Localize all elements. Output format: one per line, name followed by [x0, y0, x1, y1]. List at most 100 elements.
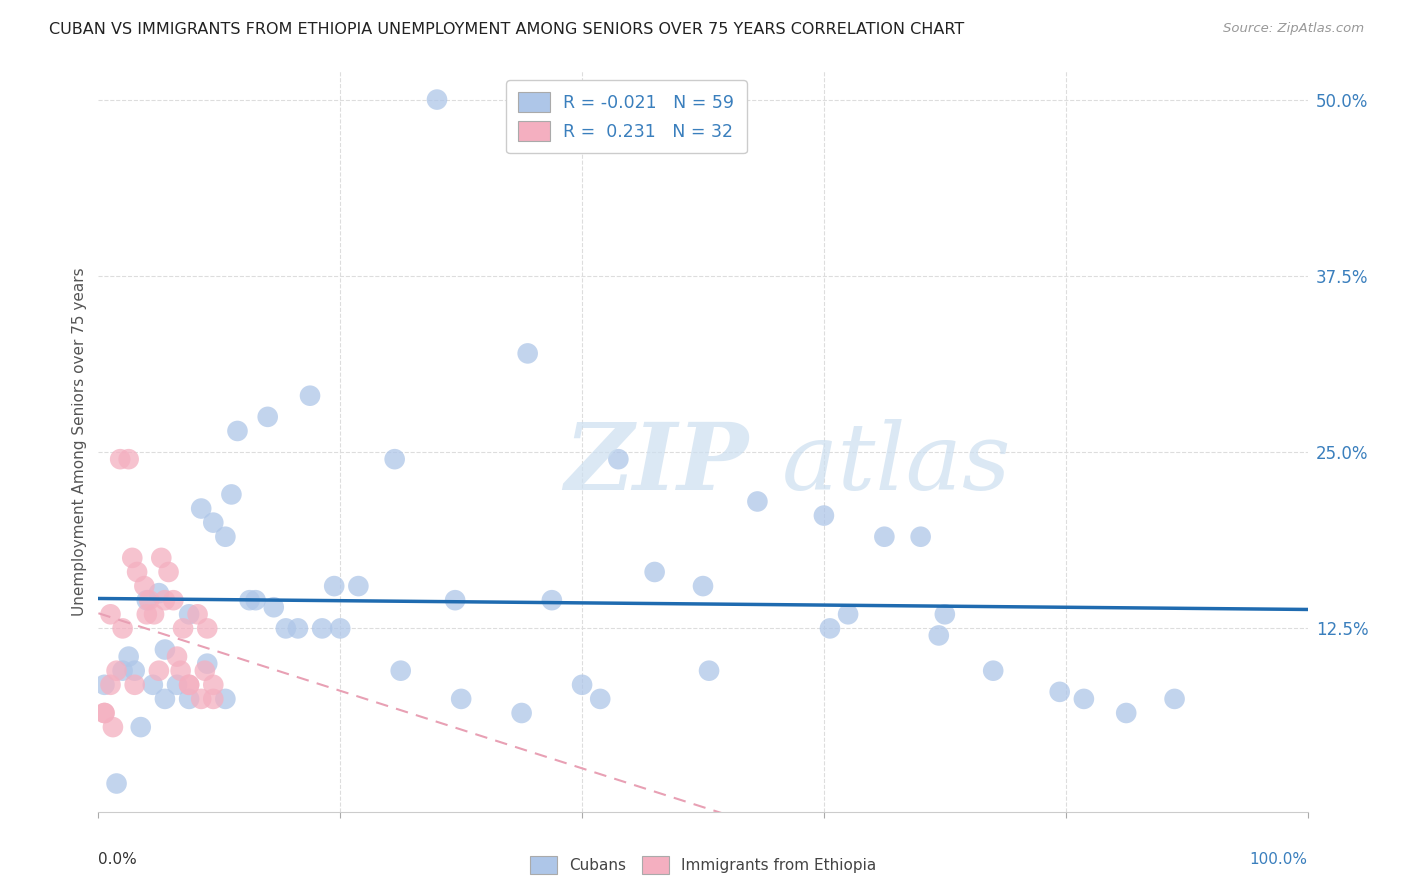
Point [389, 664, 412, 678]
Point [100, 607, 122, 622]
Point [644, 565, 666, 579]
Point [589, 692, 612, 706]
Point [169, 664, 191, 678]
Point [127, 565, 149, 579]
Point [910, 530, 932, 544]
Point [426, 93, 449, 107]
Point [179, 678, 201, 692]
Point [134, 579, 156, 593]
Legend: R = -0.021   N = 59, R =  0.231   N = 32: R = -0.021 N = 59, R = 0.231 N = 32 [506, 80, 747, 153]
Point [105, 776, 128, 790]
Point [202, 678, 225, 692]
Point [202, 516, 225, 530]
Point [111, 621, 134, 635]
Point [510, 706, 533, 720]
Point [179, 678, 201, 692]
Point [818, 621, 841, 635]
Point [153, 593, 176, 607]
Point [239, 593, 262, 607]
Point [135, 593, 157, 607]
Point [540, 593, 562, 607]
Point [245, 593, 267, 607]
Point [190, 501, 212, 516]
Point [129, 720, 152, 734]
Point [179, 692, 201, 706]
Point [101, 720, 124, 734]
Text: 100.0%: 100.0% [1250, 853, 1308, 867]
Point [311, 621, 333, 635]
Point [153, 692, 176, 706]
Point [166, 678, 188, 692]
Point [516, 346, 538, 360]
Point [571, 678, 593, 692]
Point [837, 607, 859, 622]
Point [263, 600, 285, 615]
Point [143, 607, 166, 622]
Point [256, 409, 278, 424]
Point [118, 452, 141, 467]
Point [384, 452, 406, 467]
Point [142, 678, 165, 692]
Point [981, 664, 1004, 678]
Point [934, 607, 956, 622]
Point [347, 579, 370, 593]
Point [121, 550, 143, 565]
Point [226, 424, 249, 438]
Point [148, 586, 170, 600]
Point [202, 692, 225, 706]
Point [179, 607, 201, 622]
Point [93, 706, 115, 720]
Point [162, 593, 184, 607]
Text: CUBAN VS IMMIGRANTS FROM ETHIOPIA UNEMPLOYMENT AMONG SENIORS OVER 75 YEARS CORRE: CUBAN VS IMMIGRANTS FROM ETHIOPIA UNEMPL… [49, 22, 965, 37]
Point [697, 664, 720, 678]
Point [444, 593, 467, 607]
Legend: Cubans, Immigrants from Ethiopia: Cubans, Immigrants from Ethiopia [523, 850, 883, 880]
Point [214, 530, 236, 544]
Point [450, 692, 472, 706]
Point [928, 628, 950, 642]
Point [118, 649, 141, 664]
Point [195, 621, 218, 635]
Point [93, 678, 115, 692]
Point [323, 579, 346, 593]
Point [111, 664, 134, 678]
Point [221, 487, 243, 501]
Point [274, 621, 297, 635]
Point [1073, 692, 1095, 706]
Y-axis label: Unemployment Among Seniors over 75 years: Unemployment Among Seniors over 75 years [72, 268, 87, 615]
Point [692, 579, 714, 593]
Point [214, 692, 236, 706]
Point [124, 664, 146, 678]
Point [813, 508, 835, 523]
Point [1163, 692, 1185, 706]
Point [329, 621, 352, 635]
Point [187, 607, 209, 622]
Point [1049, 685, 1071, 699]
Point [747, 494, 769, 508]
Point [124, 678, 146, 692]
Text: Source: ZipAtlas.com: Source: ZipAtlas.com [1223, 22, 1364, 36]
Point [100, 678, 122, 692]
Point [1115, 706, 1137, 720]
Point [194, 664, 217, 678]
Point [108, 452, 131, 467]
Text: ZIP: ZIP [564, 418, 748, 508]
Point [172, 621, 194, 635]
Point [287, 621, 309, 635]
Point [93, 706, 115, 720]
Point [157, 565, 180, 579]
Point [150, 550, 173, 565]
Point [873, 530, 896, 544]
Point [166, 649, 188, 664]
Point [138, 593, 160, 607]
Point [105, 664, 128, 678]
Point [153, 642, 176, 657]
Point [190, 692, 212, 706]
Point [135, 607, 157, 622]
Text: 0.0%: 0.0% [98, 853, 138, 867]
Point [195, 657, 218, 671]
Point [607, 452, 630, 467]
Text: atlas: atlas [782, 418, 1011, 508]
Point [148, 664, 170, 678]
Point [299, 389, 322, 403]
